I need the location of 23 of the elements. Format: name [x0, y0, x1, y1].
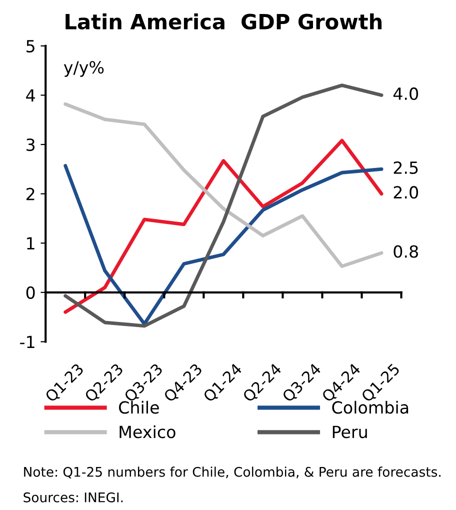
legend-label: Peru: [332, 426, 367, 438]
line-series: [64, 164, 384, 326]
line-series: [64, 84, 384, 328]
legend-label: Chile: [119, 400, 159, 414]
y-tick-label: -1: [20, 336, 34, 348]
text: Note: Q1-25 numbers for Chile, Colombia, & Peru are forecasts.: [24, 466, 440, 478]
y-tick-label: 4: [26, 89, 35, 102]
y-axis-title: y/y%: [64, 60, 104, 77]
y-tick-label: 0: [26, 286, 35, 299]
line-series: [64, 138, 384, 314]
y-tick-label: 2: [26, 188, 34, 200]
y-tick-label: 3: [26, 138, 35, 152]
line-series: [64, 102, 384, 268]
data-label: 4.0: [393, 87, 418, 100]
source-note: Sources: INEGI.: [24, 492, 123, 502]
y-tick-label: 1: [27, 237, 34, 250]
y-tick-label: 5: [26, 40, 34, 52]
chart-title: Latin America GDP Growth: [66, 13, 382, 30]
data-label: 2.5: [394, 161, 418, 174]
data-label: 2.0: [394, 186, 418, 199]
data-label: 0.8: [394, 245, 418, 258]
legend-label: Colombia: [332, 400, 408, 414]
legend-label: Mexico: [120, 425, 176, 438]
